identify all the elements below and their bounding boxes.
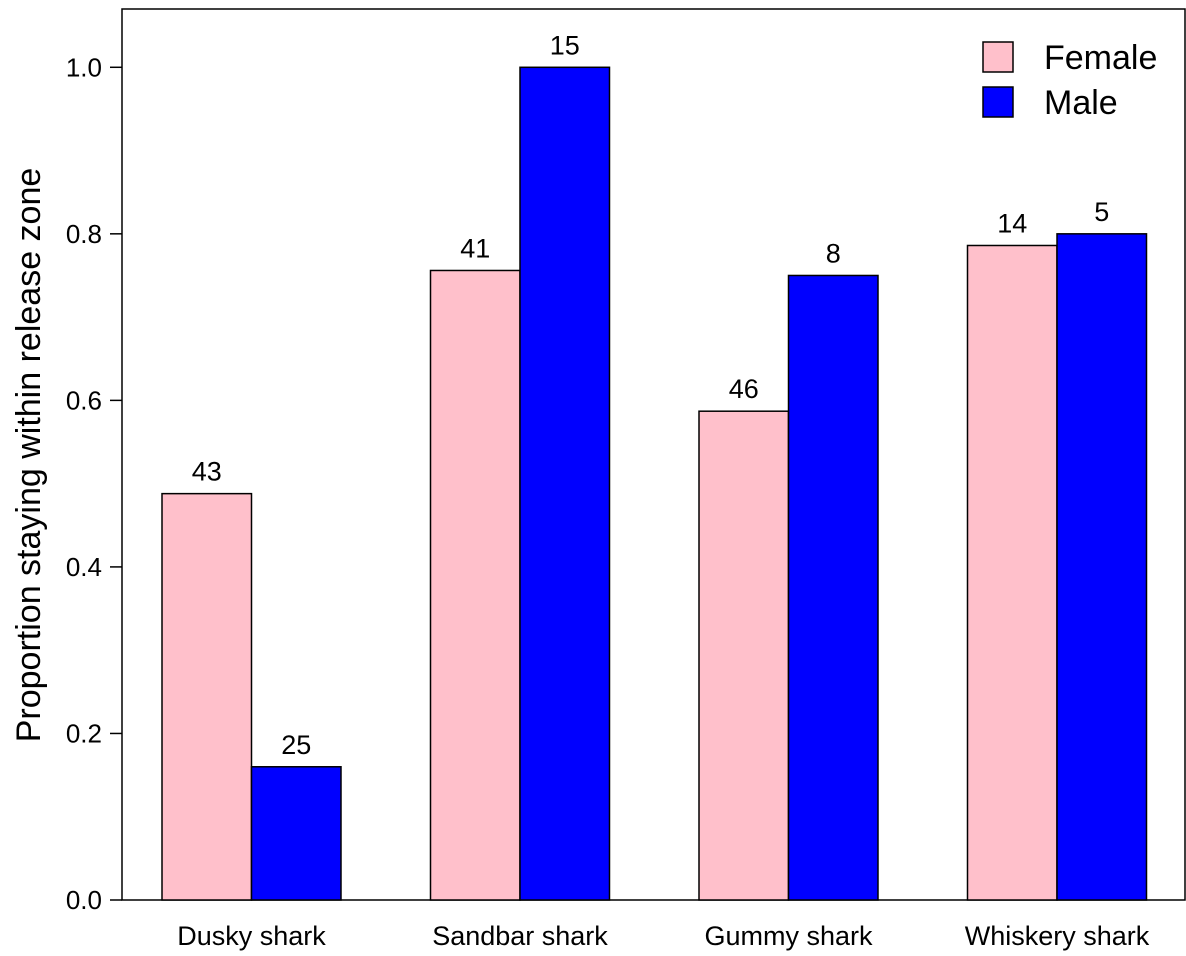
y-tick-label: 0.4 (66, 552, 102, 582)
data-label: 41 (460, 233, 490, 263)
bar-male (787, 274, 879, 901)
x-category-label: Gummy shark (704, 921, 873, 951)
data-label: 8 (826, 238, 841, 268)
y-tick-label: 1.0 (66, 52, 102, 82)
bar-male (250, 766, 342, 901)
data-label: 14 (997, 208, 1027, 238)
y-tick-label: 0.8 (66, 219, 102, 249)
bar-female (966, 244, 1058, 901)
legend-label-female: Female (1044, 39, 1157, 77)
data-label: 5 (1094, 197, 1109, 227)
x-category-label: Sandbar shark (432, 921, 608, 951)
x-category-label: Dusky shark (177, 921, 326, 951)
bar-female (161, 492, 253, 901)
bar-female (698, 410, 790, 901)
y-tick-label: 0.0 (66, 885, 102, 915)
legend: Female Male (982, 39, 1157, 122)
legend-swatch-male (982, 86, 1014, 118)
y-axis-title: Proportion staying within release zone (10, 168, 48, 743)
bar-male (1056, 233, 1148, 901)
bars (161, 66, 1148, 901)
bar-male (519, 66, 611, 901)
plot-frame (121, 8, 1186, 901)
data-label: 25 (281, 730, 311, 760)
x-axis: Dusky shark Sandbar shark Gummy shark Whisk… (177, 921, 1150, 951)
data-label: 43 (192, 457, 222, 487)
y-tick-label: 0.2 (66, 718, 102, 748)
data-label: 15 (550, 30, 580, 60)
y-axis: 0.0 0.2 0.4 0.6 0.8 1.0 (66, 52, 122, 915)
y-tick-label: 0.6 (66, 385, 102, 415)
data-labels: 43 25 41 15 46 8 14 5 (192, 30, 1110, 759)
legend-label-male: Male (1044, 84, 1118, 122)
legend-swatch-female (982, 41, 1014, 73)
x-category-label: Whiskery shark (965, 921, 1150, 951)
data-label: 46 (729, 374, 759, 404)
bar-female (429, 269, 521, 901)
